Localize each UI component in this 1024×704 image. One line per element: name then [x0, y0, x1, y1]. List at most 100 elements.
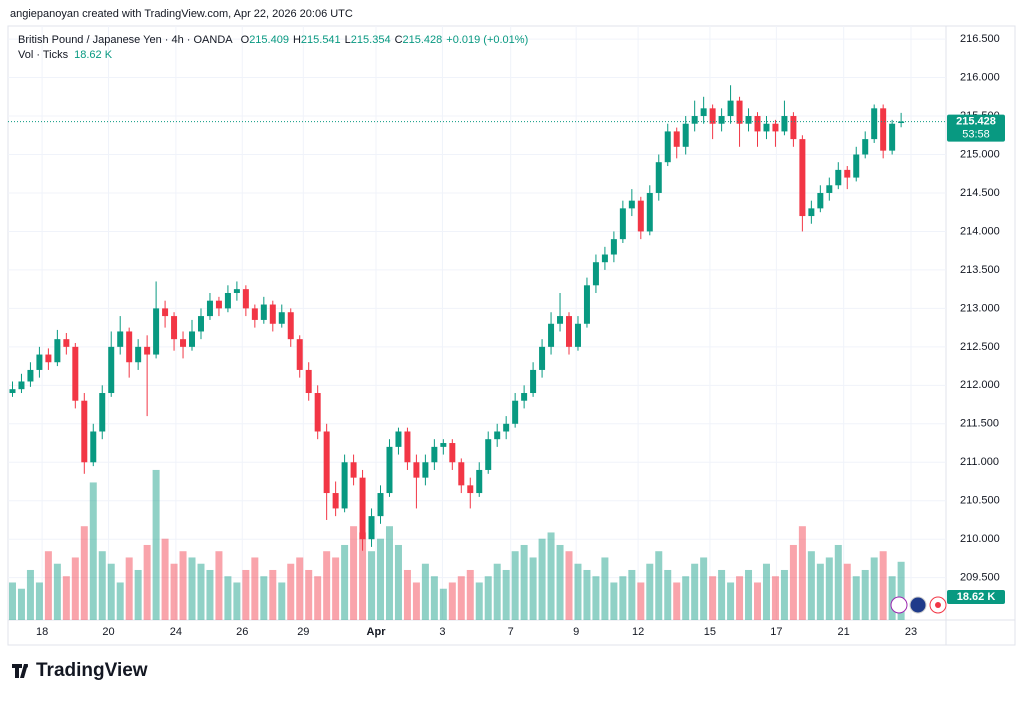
volume-bar: [619, 576, 627, 620]
candle-body: [314, 393, 321, 432]
volume-bar: [134, 569, 142, 620]
volume-bar: [852, 576, 860, 620]
x-tick-label: 24: [170, 626, 182, 638]
x-tick-label: 7: [508, 626, 514, 638]
candle-body: [18, 381, 25, 390]
candle-layer: [9, 85, 905, 551]
candle-body: [844, 169, 851, 178]
volume-tag: [947, 590, 1005, 604]
volume-bar: [718, 569, 726, 620]
volume-bar: [502, 569, 510, 620]
volume-bar: [556, 544, 564, 620]
candle-body: [700, 108, 707, 117]
volume-bar: [368, 551, 376, 620]
candle-body: [790, 116, 797, 140]
countdown: 53:58: [962, 128, 990, 140]
volume-bar: [35, 582, 43, 620]
volume-bar: [664, 569, 672, 620]
candle-body: [117, 331, 124, 347]
volume-bar: [278, 582, 286, 620]
candle-body: [727, 100, 734, 117]
y-tick-label: 210.500: [960, 495, 1000, 507]
icon[interactable]: [909, 596, 927, 614]
volume-bar: [610, 582, 618, 620]
candle-body: [530, 369, 537, 394]
volume-bar: [700, 557, 708, 620]
candle-body: [754, 116, 761, 132]
volume-bar: [736, 576, 744, 620]
ohlc-prefix: C: [395, 34, 403, 46]
price-tag: [947, 114, 1005, 142]
volume-bar: [161, 538, 169, 620]
volume-bar: [314, 576, 322, 620]
candle-body: [395, 431, 402, 447]
y-tick-label: 211.000: [960, 456, 999, 468]
volume-bar: [215, 551, 223, 620]
candle-body: [628, 200, 635, 209]
volume-bar: [251, 557, 259, 620]
volume-bar: [646, 563, 654, 620]
volume-bar: [188, 557, 196, 620]
candle-body: [467, 485, 474, 494]
volume-bar: [394, 544, 402, 620]
candle-body: [197, 316, 204, 332]
volume-bar: [583, 569, 591, 620]
y-tick-label: 216.500: [960, 33, 1000, 45]
volume-bar: [520, 544, 528, 620]
volume-legend: Vol · Ticks 18.62 K: [18, 49, 113, 61]
volume-bar: [745, 569, 753, 620]
candle-body: [386, 446, 393, 494]
candle-body: [691, 116, 698, 124]
volume-bar: [825, 557, 833, 620]
x-tick-label: Apr: [367, 626, 387, 638]
volume-bar: [475, 582, 483, 620]
volume-bar: [538, 538, 546, 620]
volume-bar: [798, 526, 806, 620]
candle-body: [673, 131, 680, 147]
tool-icons: [890, 596, 947, 614]
icon[interactable]: [890, 596, 908, 614]
candle-body: [260, 304, 267, 320]
volume-bar: [565, 551, 573, 620]
candle-body: [637, 200, 644, 232]
volume-bar: [412, 582, 420, 620]
candle-body: [781, 116, 788, 132]
ohlc-value: 215.428: [403, 34, 443, 46]
candle-body: [880, 108, 887, 151]
volume-bar: [71, 557, 79, 620]
candle-body: [422, 462, 429, 478]
credit: angiepanoyan created with TradingView.co…: [10, 8, 353, 20]
x-tick-label: 12: [632, 626, 644, 638]
volume-bar: [493, 563, 501, 620]
volume-bar: [26, 569, 34, 620]
volume-bar: [807, 551, 815, 620]
y-tick-label: 212.500: [960, 341, 1000, 353]
candle-body: [323, 431, 330, 494]
candle-body: [458, 462, 465, 486]
candle-body: [566, 316, 573, 347]
candle-body: [135, 346, 142, 363]
volume-bar: [98, 551, 106, 620]
volume-bar: [484, 576, 492, 620]
candle-body: [305, 369, 312, 394]
candle-body: [341, 462, 348, 509]
candle-body: [251, 308, 258, 320]
candle-body: [440, 443, 447, 447]
candle-body: [180, 339, 187, 347]
y-tick-label: 213.500: [960, 264, 1000, 276]
candle-body: [359, 477, 366, 540]
candle-body: [269, 304, 276, 324]
volume-bar: [359, 532, 367, 620]
candle-body: [871, 108, 878, 140]
x-tick-label: 26: [236, 626, 248, 638]
volume-bar: [377, 538, 385, 620]
x-tick-label: 29: [297, 626, 309, 638]
volume-bar: [296, 557, 304, 620]
volume-bar: [8, 582, 16, 620]
volume-bar: [152, 469, 160, 620]
logo: TradingView: [12, 660, 148, 681]
y-tick-label: 210.000: [960, 533, 1000, 545]
candle-body: [350, 462, 357, 478]
volume-bar: [780, 569, 788, 620]
